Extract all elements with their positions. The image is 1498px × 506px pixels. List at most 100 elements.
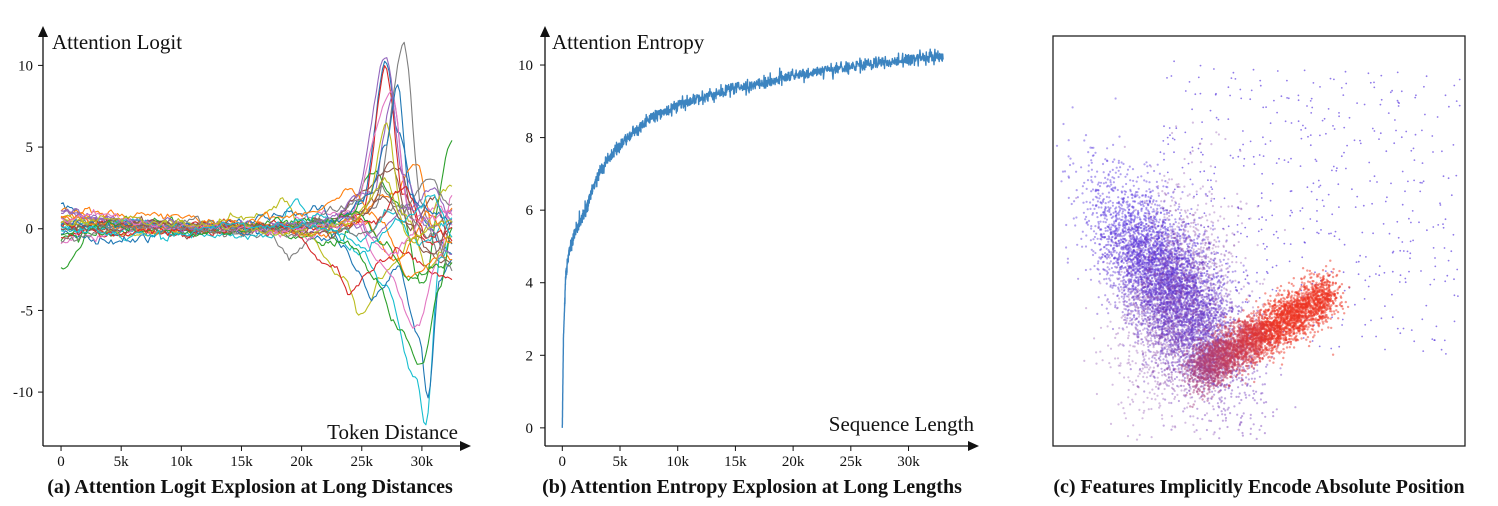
c-point [1077,277,1080,280]
a-x-tick-label: 15k [230,454,253,470]
c-point [1065,246,1068,249]
c-point [1177,338,1180,340]
c-point [1139,267,1142,270]
a-series-line [60,177,453,240]
c-point [1131,214,1134,217]
c-point [1256,271,1258,274]
c-point [1256,402,1259,405]
c-point [1169,339,1171,342]
c-point [1197,76,1200,79]
c-point [1189,212,1191,215]
c-point [1110,226,1113,229]
c-point [1419,190,1422,193]
c-point [1117,239,1120,242]
c-point [1224,292,1228,295]
c-point [1450,194,1453,197]
c-point [1249,417,1252,420]
c-point [1151,256,1155,259]
c-point [1126,173,1129,176]
c-point [1137,233,1141,236]
c-point [1150,360,1153,363]
c-point [1211,188,1214,191]
c-point [1216,329,1219,332]
c-point [1100,202,1103,205]
c-point [1209,302,1212,305]
c-point [1194,281,1197,284]
c-point [1160,335,1163,338]
c-point [1129,368,1132,371]
c-point [1147,263,1150,266]
b-series-group [561,48,944,429]
c-point [1179,291,1182,294]
c-point [1126,203,1129,206]
c-point [1125,255,1128,258]
c-point [1202,295,1205,298]
c-point [1159,151,1162,154]
c-point [1258,297,1261,299]
c-point [1130,323,1134,326]
c-point [1152,268,1155,271]
c-point [1178,281,1181,284]
c-point [1412,147,1415,150]
c-point [1131,168,1135,171]
c-point [1286,97,1288,99]
a-y-axis-arrow [38,26,48,37]
c-point [1138,202,1142,205]
c-point [1071,106,1074,109]
c-point [1256,363,1259,367]
c-point [1218,397,1221,400]
c-point [1128,165,1131,168]
c-point [1125,256,1128,259]
c-point [1245,376,1248,379]
c-point [1262,155,1265,158]
c-point [1136,333,1139,336]
c-point [1118,135,1121,138]
c-point [1143,163,1146,166]
c-point [1178,265,1181,268]
c-point [1341,324,1343,326]
c-point [1060,180,1063,183]
c-point [1124,175,1127,178]
c-point [1240,398,1243,402]
c-point [1262,106,1265,109]
c-point [1271,288,1274,291]
c-point [1176,255,1179,258]
c-point [1189,319,1192,322]
c-point [1302,337,1305,339]
c-point [1188,242,1191,245]
c-point [1158,293,1161,296]
c-point [1180,229,1183,231]
c-point [1137,187,1140,190]
c-point [1261,383,1264,386]
c-point [1098,272,1101,275]
c-point [1108,301,1111,304]
c-point [1075,216,1078,219]
c-point [1186,391,1189,394]
c-point [1206,195,1209,197]
c-point [1393,142,1396,145]
c-point [1113,220,1116,223]
c-point [1105,307,1108,310]
c-point [1215,319,1218,322]
c-point [1110,251,1113,254]
c-point [1150,261,1154,264]
c-point [1096,312,1099,315]
c-point [1316,210,1318,212]
c-point [1182,233,1185,236]
c-point [1105,195,1108,198]
c-point [1166,254,1169,257]
c-point [1316,198,1318,201]
c-point [1373,175,1376,178]
c-point [1122,275,1125,278]
c-point [1141,307,1144,310]
c-point [1142,229,1146,232]
c-point [1255,280,1258,283]
c-point [1355,261,1358,263]
c-point [1125,285,1128,288]
c-point [1202,298,1205,301]
c-point [1109,170,1112,173]
c-point [1136,176,1139,179]
c-point [1125,300,1128,303]
c-point [1227,406,1230,409]
